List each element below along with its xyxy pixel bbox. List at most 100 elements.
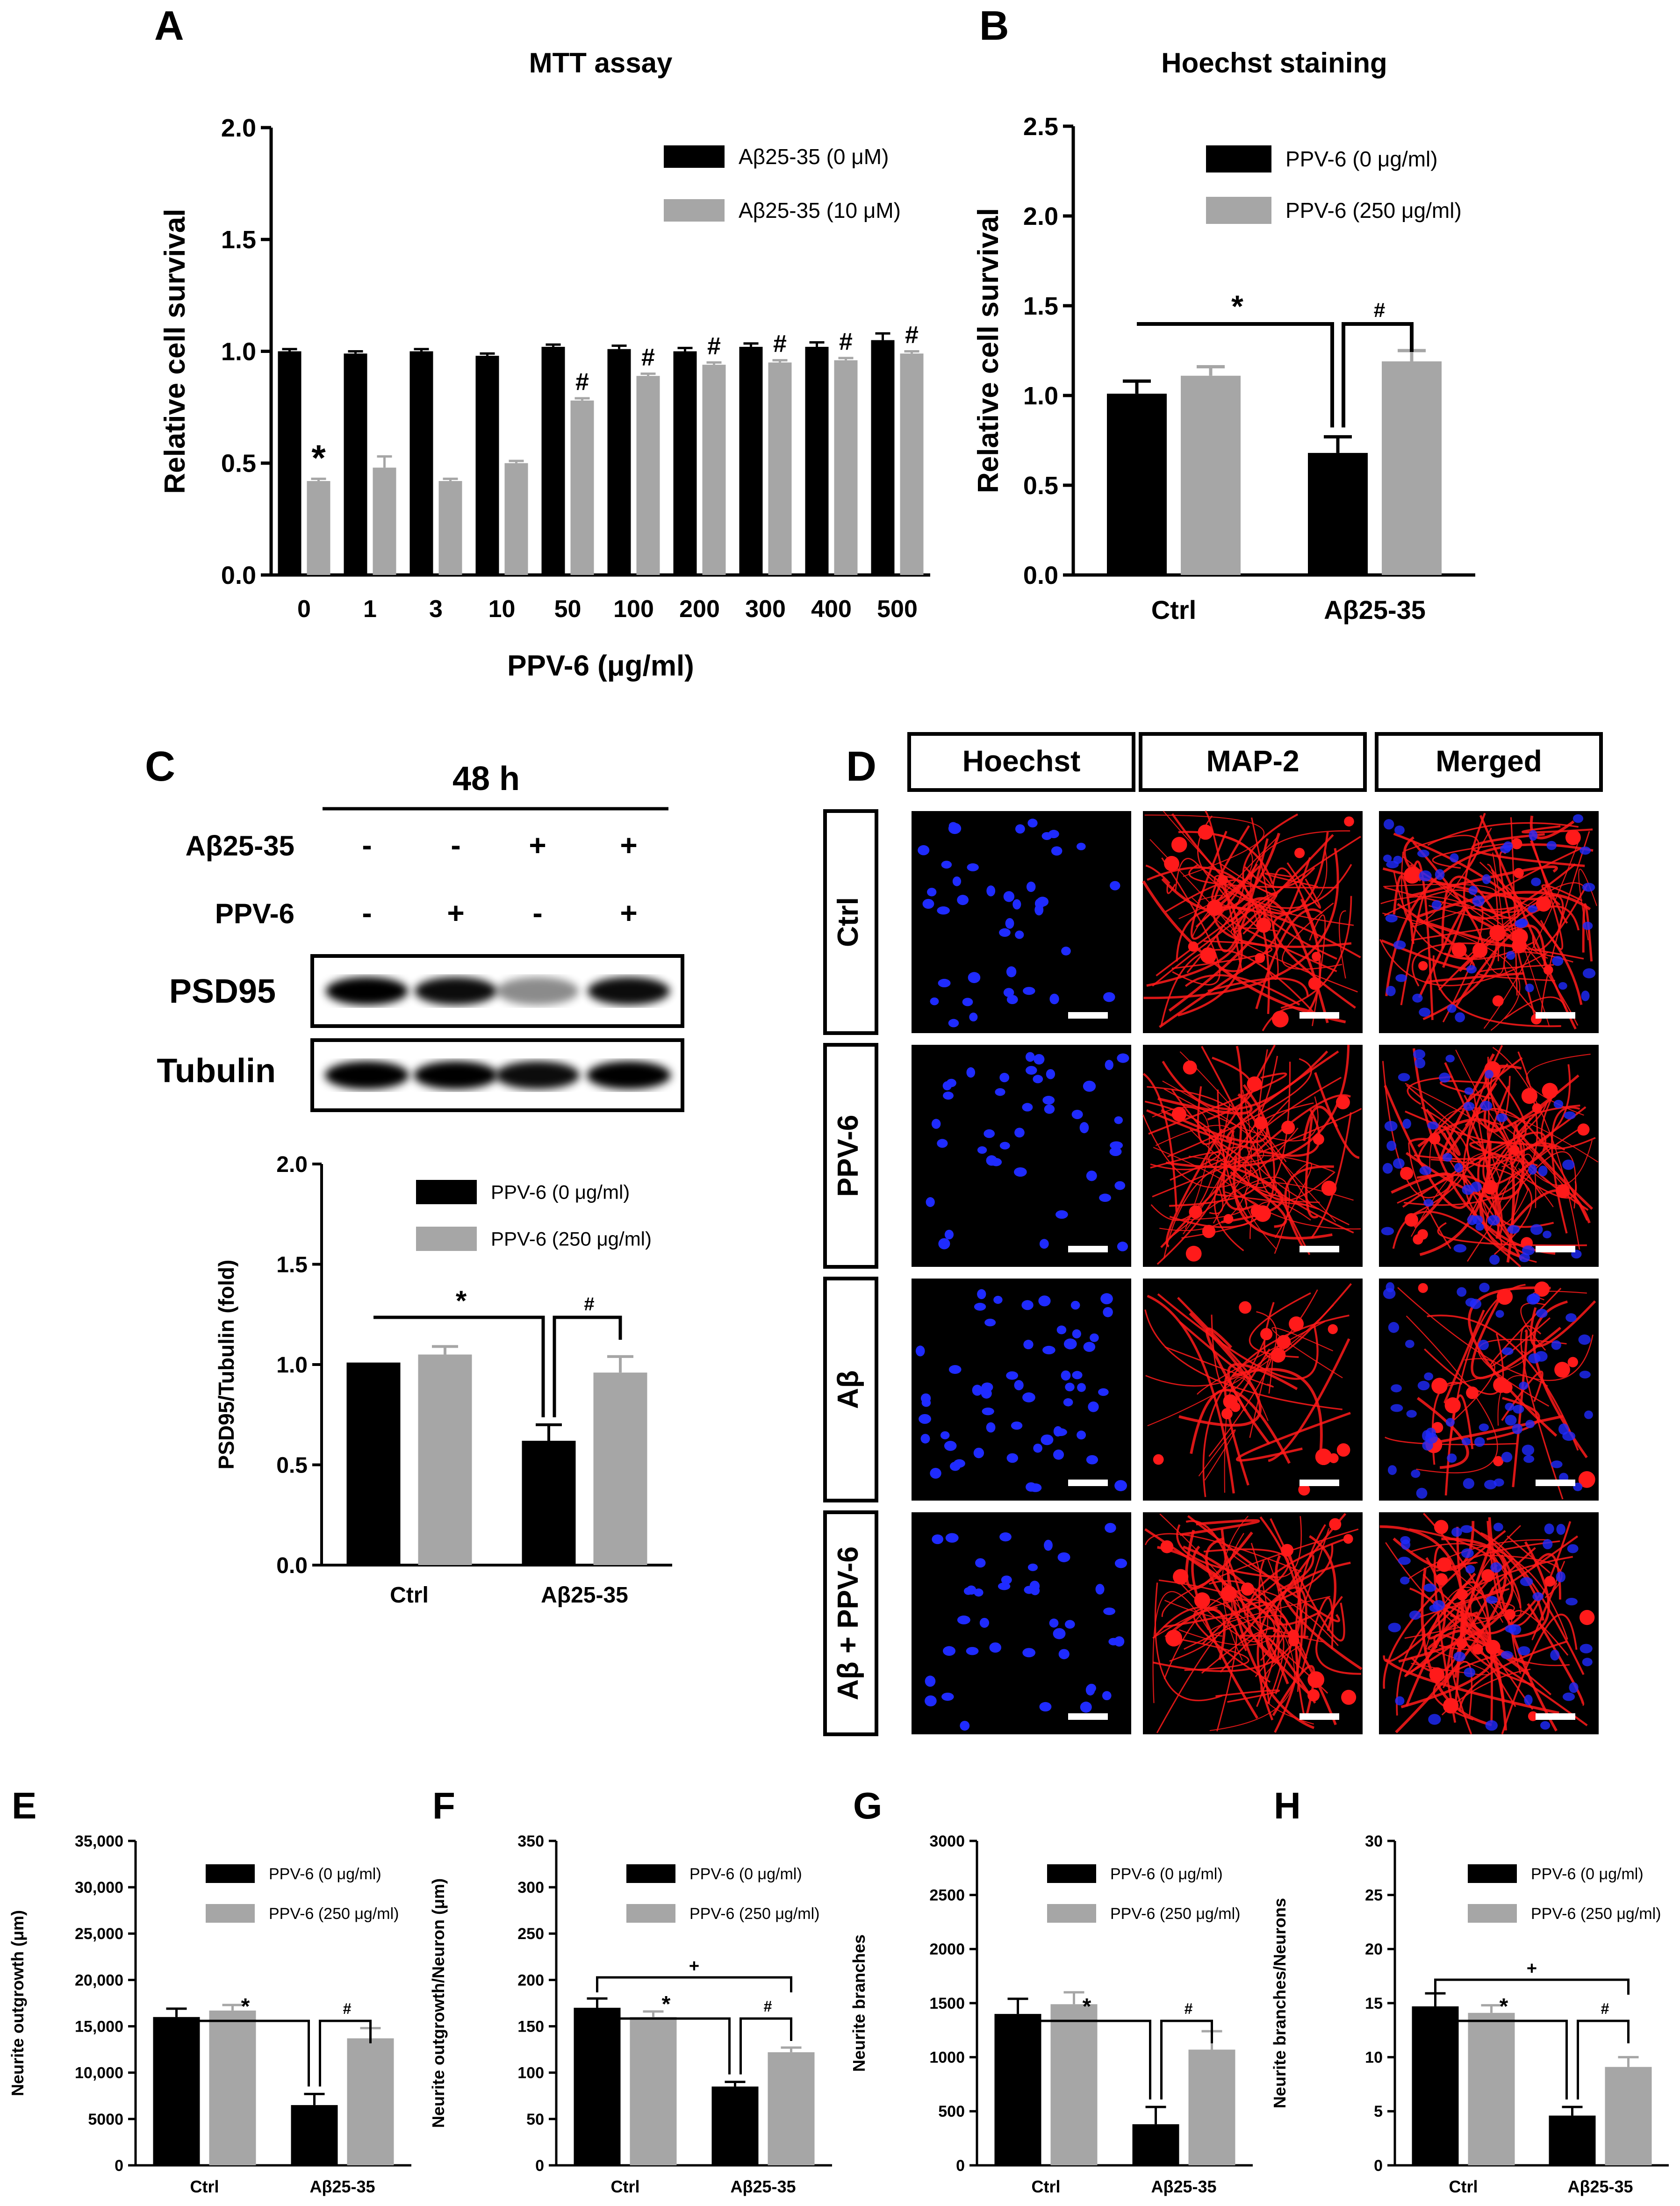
nucleus — [1387, 1465, 1397, 1475]
nucleus — [930, 1467, 941, 1479]
nucleus — [1453, 1652, 1466, 1662]
nucleus — [1496, 1113, 1508, 1122]
nucleus — [972, 1385, 983, 1396]
neurite — [1218, 857, 1311, 972]
cell-body — [1294, 848, 1305, 858]
y-tick-label: 25,000 — [75, 1925, 123, 1943]
nucleus — [1500, 844, 1511, 854]
cell-body — [1312, 952, 1321, 962]
nucleus — [1505, 1415, 1517, 1426]
bar-black — [291, 2105, 338, 2165]
significance-bracket-plus — [596, 1976, 792, 1992]
neurite — [1211, 825, 1261, 902]
nucleus — [1582, 883, 1595, 892]
neurite — [1272, 912, 1356, 1009]
cell-body — [1164, 855, 1179, 871]
nucleus — [999, 1532, 1012, 1542]
neurite — [1246, 1102, 1350, 1226]
cell-body — [1255, 953, 1265, 963]
panel-label-B: B — [979, 2, 1009, 49]
neurite — [1458, 1640, 1568, 1712]
nucleus — [1543, 1539, 1553, 1550]
nucleus — [1427, 1121, 1439, 1130]
nucleus — [998, 1582, 1011, 1590]
micrograph-merged — [1379, 1279, 1599, 1501]
significance-star: * — [1083, 1994, 1091, 2019]
nucleus — [1003, 891, 1015, 902]
neurite — [1393, 1521, 1475, 1571]
nucleus — [1512, 1423, 1523, 1434]
legend-label: PPV-6 (0 μg/ml) — [689, 1865, 802, 1883]
y-tick-label: 0.0 — [1023, 561, 1058, 589]
nucleus — [1556, 1571, 1566, 1582]
x-tick-label: 500 — [877, 596, 918, 623]
cell-body — [1514, 868, 1524, 878]
row-label-box — [823, 809, 878, 1035]
column-header-label: Hoechst — [962, 744, 1081, 778]
neurite — [1168, 903, 1266, 1012]
nucleus — [1022, 1103, 1033, 1112]
nucleus — [1447, 1004, 1457, 1013]
nucleus — [960, 1721, 970, 1731]
cell-body — [1493, 1377, 1509, 1393]
nucleus — [1077, 1430, 1086, 1440]
cell-body — [1344, 816, 1354, 827]
cell-body — [1567, 1357, 1578, 1367]
nucleus — [1079, 1122, 1089, 1134]
neurite — [1142, 1114, 1299, 1188]
cell-body — [1171, 837, 1187, 853]
neurite — [1161, 1084, 1269, 1143]
nucleus — [1565, 1313, 1577, 1322]
nucleus — [1445, 1055, 1455, 1063]
nucleus — [1077, 1383, 1086, 1392]
nucleus — [1057, 1552, 1070, 1562]
scale-bar — [1299, 1012, 1339, 1019]
nucleus — [1558, 982, 1567, 990]
cell-body — [1328, 1324, 1338, 1334]
y-tick-label: 5000 — [88, 2111, 123, 2128]
blot-sign: - — [532, 896, 542, 930]
y-tick-label: 1000 — [929, 2049, 965, 2067]
neurite — [1152, 1591, 1209, 1703]
nucleus — [1582, 968, 1596, 978]
nucleus — [1493, 1478, 1504, 1487]
nucleus — [1014, 1128, 1025, 1138]
cell-body — [1511, 928, 1528, 945]
cell-body — [1308, 977, 1321, 990]
cell-body — [1579, 1610, 1595, 1625]
significance-bracket-star — [1435, 2019, 1568, 2100]
neurite — [1157, 1293, 1319, 1380]
bar-black — [278, 351, 302, 575]
nucleus — [944, 1229, 954, 1240]
y-tick-label: 50 — [526, 2111, 544, 2128]
neurite — [1260, 1644, 1314, 1725]
neurite — [1401, 827, 1492, 924]
blot-sign: + — [620, 828, 637, 862]
cell-body — [1173, 1569, 1189, 1585]
nucleus — [1077, 842, 1086, 850]
nucleus — [1042, 1345, 1055, 1355]
nucleus — [1435, 869, 1445, 880]
nucleus — [1455, 1012, 1465, 1022]
nucleus — [1530, 1224, 1543, 1235]
y-tick-label: 0.5 — [221, 450, 256, 478]
cell-body — [1472, 942, 1488, 958]
nucleus — [1085, 1684, 1095, 1696]
chart-A: A MTT assay 0.0 0.5 1.0 1.5 2.0 Relative cell s… — [154, 2, 930, 682]
nucleus — [1390, 1404, 1403, 1412]
nucleus — [1382, 1163, 1393, 1174]
neurite — [1147, 1304, 1334, 1427]
nucleus — [1021, 1300, 1034, 1310]
neurite — [1178, 831, 1274, 884]
bar-black — [1549, 2115, 1596, 2165]
neurite — [1531, 1560, 1565, 1640]
y-tick-label: 1.0 — [276, 1353, 308, 1378]
panel-label-F: F — [432, 1785, 455, 1826]
neurite — [1408, 865, 1558, 898]
y-axis-label: Neurite branches — [849, 1934, 869, 2072]
micrograph-hoechst — [912, 1045, 1131, 1267]
bar-grey — [593, 1372, 647, 1565]
nucleus — [1462, 1185, 1474, 1195]
nucleus — [1083, 1342, 1096, 1352]
nucleus — [1572, 814, 1584, 823]
